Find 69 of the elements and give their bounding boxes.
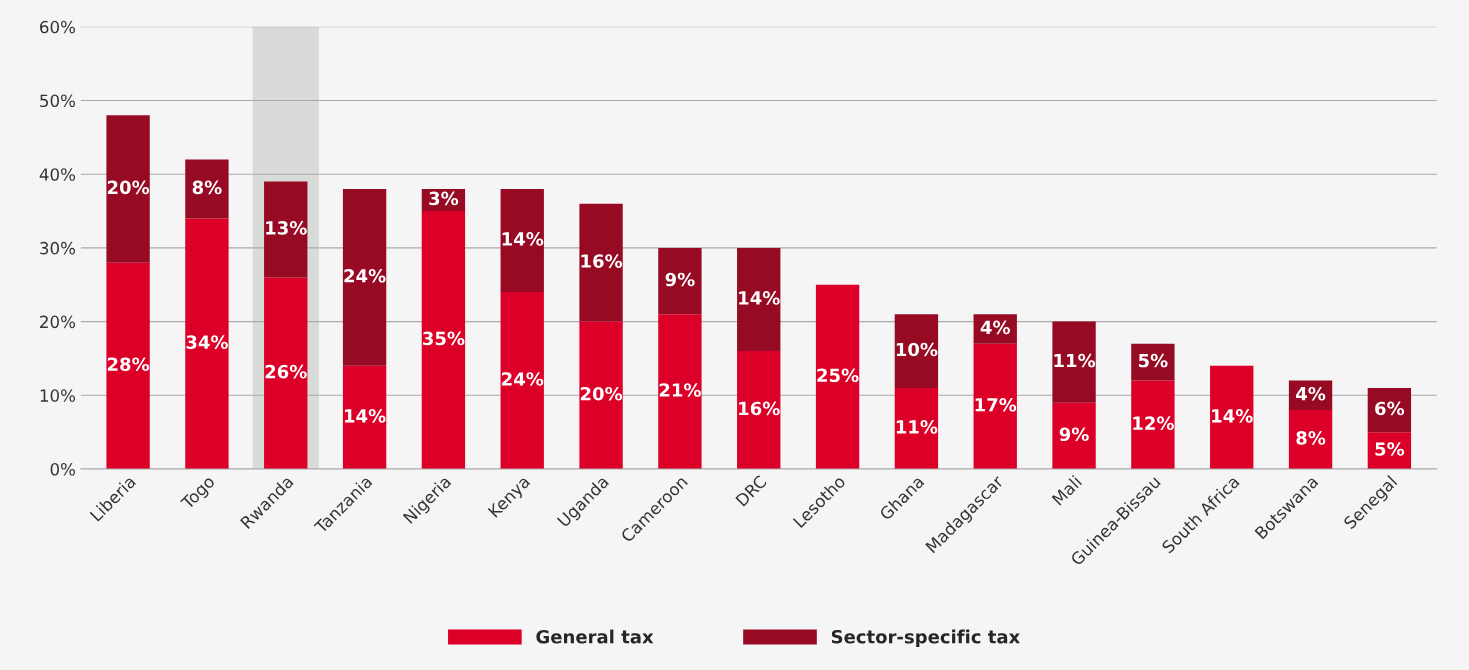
bar (342, 188, 387, 366)
y-tick-label: 30% (40, 241, 76, 255)
data-label: 24% (502, 372, 544, 386)
bar (106, 262, 150, 469)
bar (1131, 343, 1175, 381)
bar (1367, 387, 1412, 433)
bar (579, 203, 623, 322)
bar (185, 159, 229, 219)
bar (500, 292, 544, 469)
bar (737, 247, 781, 352)
data-label: 9% (665, 272, 695, 287)
bar (1052, 402, 1096, 469)
data-label: 28% (107, 357, 150, 372)
y-tick-label: 40% (39, 168, 76, 181)
data-label: 10% (896, 342, 938, 357)
legend-label: General tax (536, 629, 654, 644)
data-label: 3% (429, 191, 459, 206)
bar (894, 314, 939, 388)
bar (1131, 380, 1175, 469)
data-label: 4% (1296, 386, 1326, 401)
data-label: 35% (423, 331, 465, 346)
bar (264, 277, 308, 469)
data-label: 14% (1212, 408, 1253, 423)
data-label: 9% (1059, 427, 1089, 442)
y-tick-label: 20% (40, 315, 76, 329)
bar (658, 247, 702, 315)
bar (579, 321, 623, 469)
bar (1052, 321, 1096, 403)
data-label: 20% (580, 386, 623, 401)
data-label: 25% (817, 368, 859, 383)
data-label: 26% (265, 364, 307, 379)
bar (658, 314, 702, 469)
bar (815, 284, 860, 469)
data-label: 13% (266, 221, 307, 235)
data-label: 14% (502, 232, 544, 246)
data-label: 5% (1138, 353, 1168, 368)
bar (106, 115, 150, 263)
data-label: 5% (1375, 442, 1405, 456)
bar (264, 181, 308, 278)
data-label: 34% (186, 335, 228, 349)
data-label: 6% (1375, 401, 1405, 416)
data-label: 11% (1054, 353, 1096, 368)
data-label: 8% (192, 180, 222, 195)
data-label: 16% (581, 254, 623, 268)
data-label: 17% (975, 397, 1017, 412)
data-label: 21% (659, 383, 701, 397)
bar (1210, 365, 1254, 469)
data-label: 14% (739, 291, 780, 305)
bar (500, 188, 544, 293)
bar (894, 387, 939, 469)
data-label: 20% (107, 180, 150, 195)
data-label: 8% (1296, 431, 1326, 445)
data-label: 14% (345, 408, 386, 423)
bar (421, 211, 466, 469)
y-tick-label: 50% (40, 94, 76, 108)
data-label: 11% (896, 420, 938, 434)
data-label: 24% (344, 268, 386, 283)
bar (973, 343, 1017, 469)
bar (1288, 410, 1333, 469)
y-tick-label: 0% (50, 462, 76, 476)
bar (737, 351, 781, 469)
legend-label: Sector-specific tax (831, 629, 1020, 648)
bar (342, 365, 387, 469)
y-tick-label: 10% (40, 389, 76, 402)
data-label: 4% (980, 320, 1010, 335)
y-tick-label: 60% (40, 20, 76, 34)
bar (185, 218, 229, 469)
data-label: 16% (739, 401, 780, 416)
data-label: 12% (1133, 416, 1174, 431)
